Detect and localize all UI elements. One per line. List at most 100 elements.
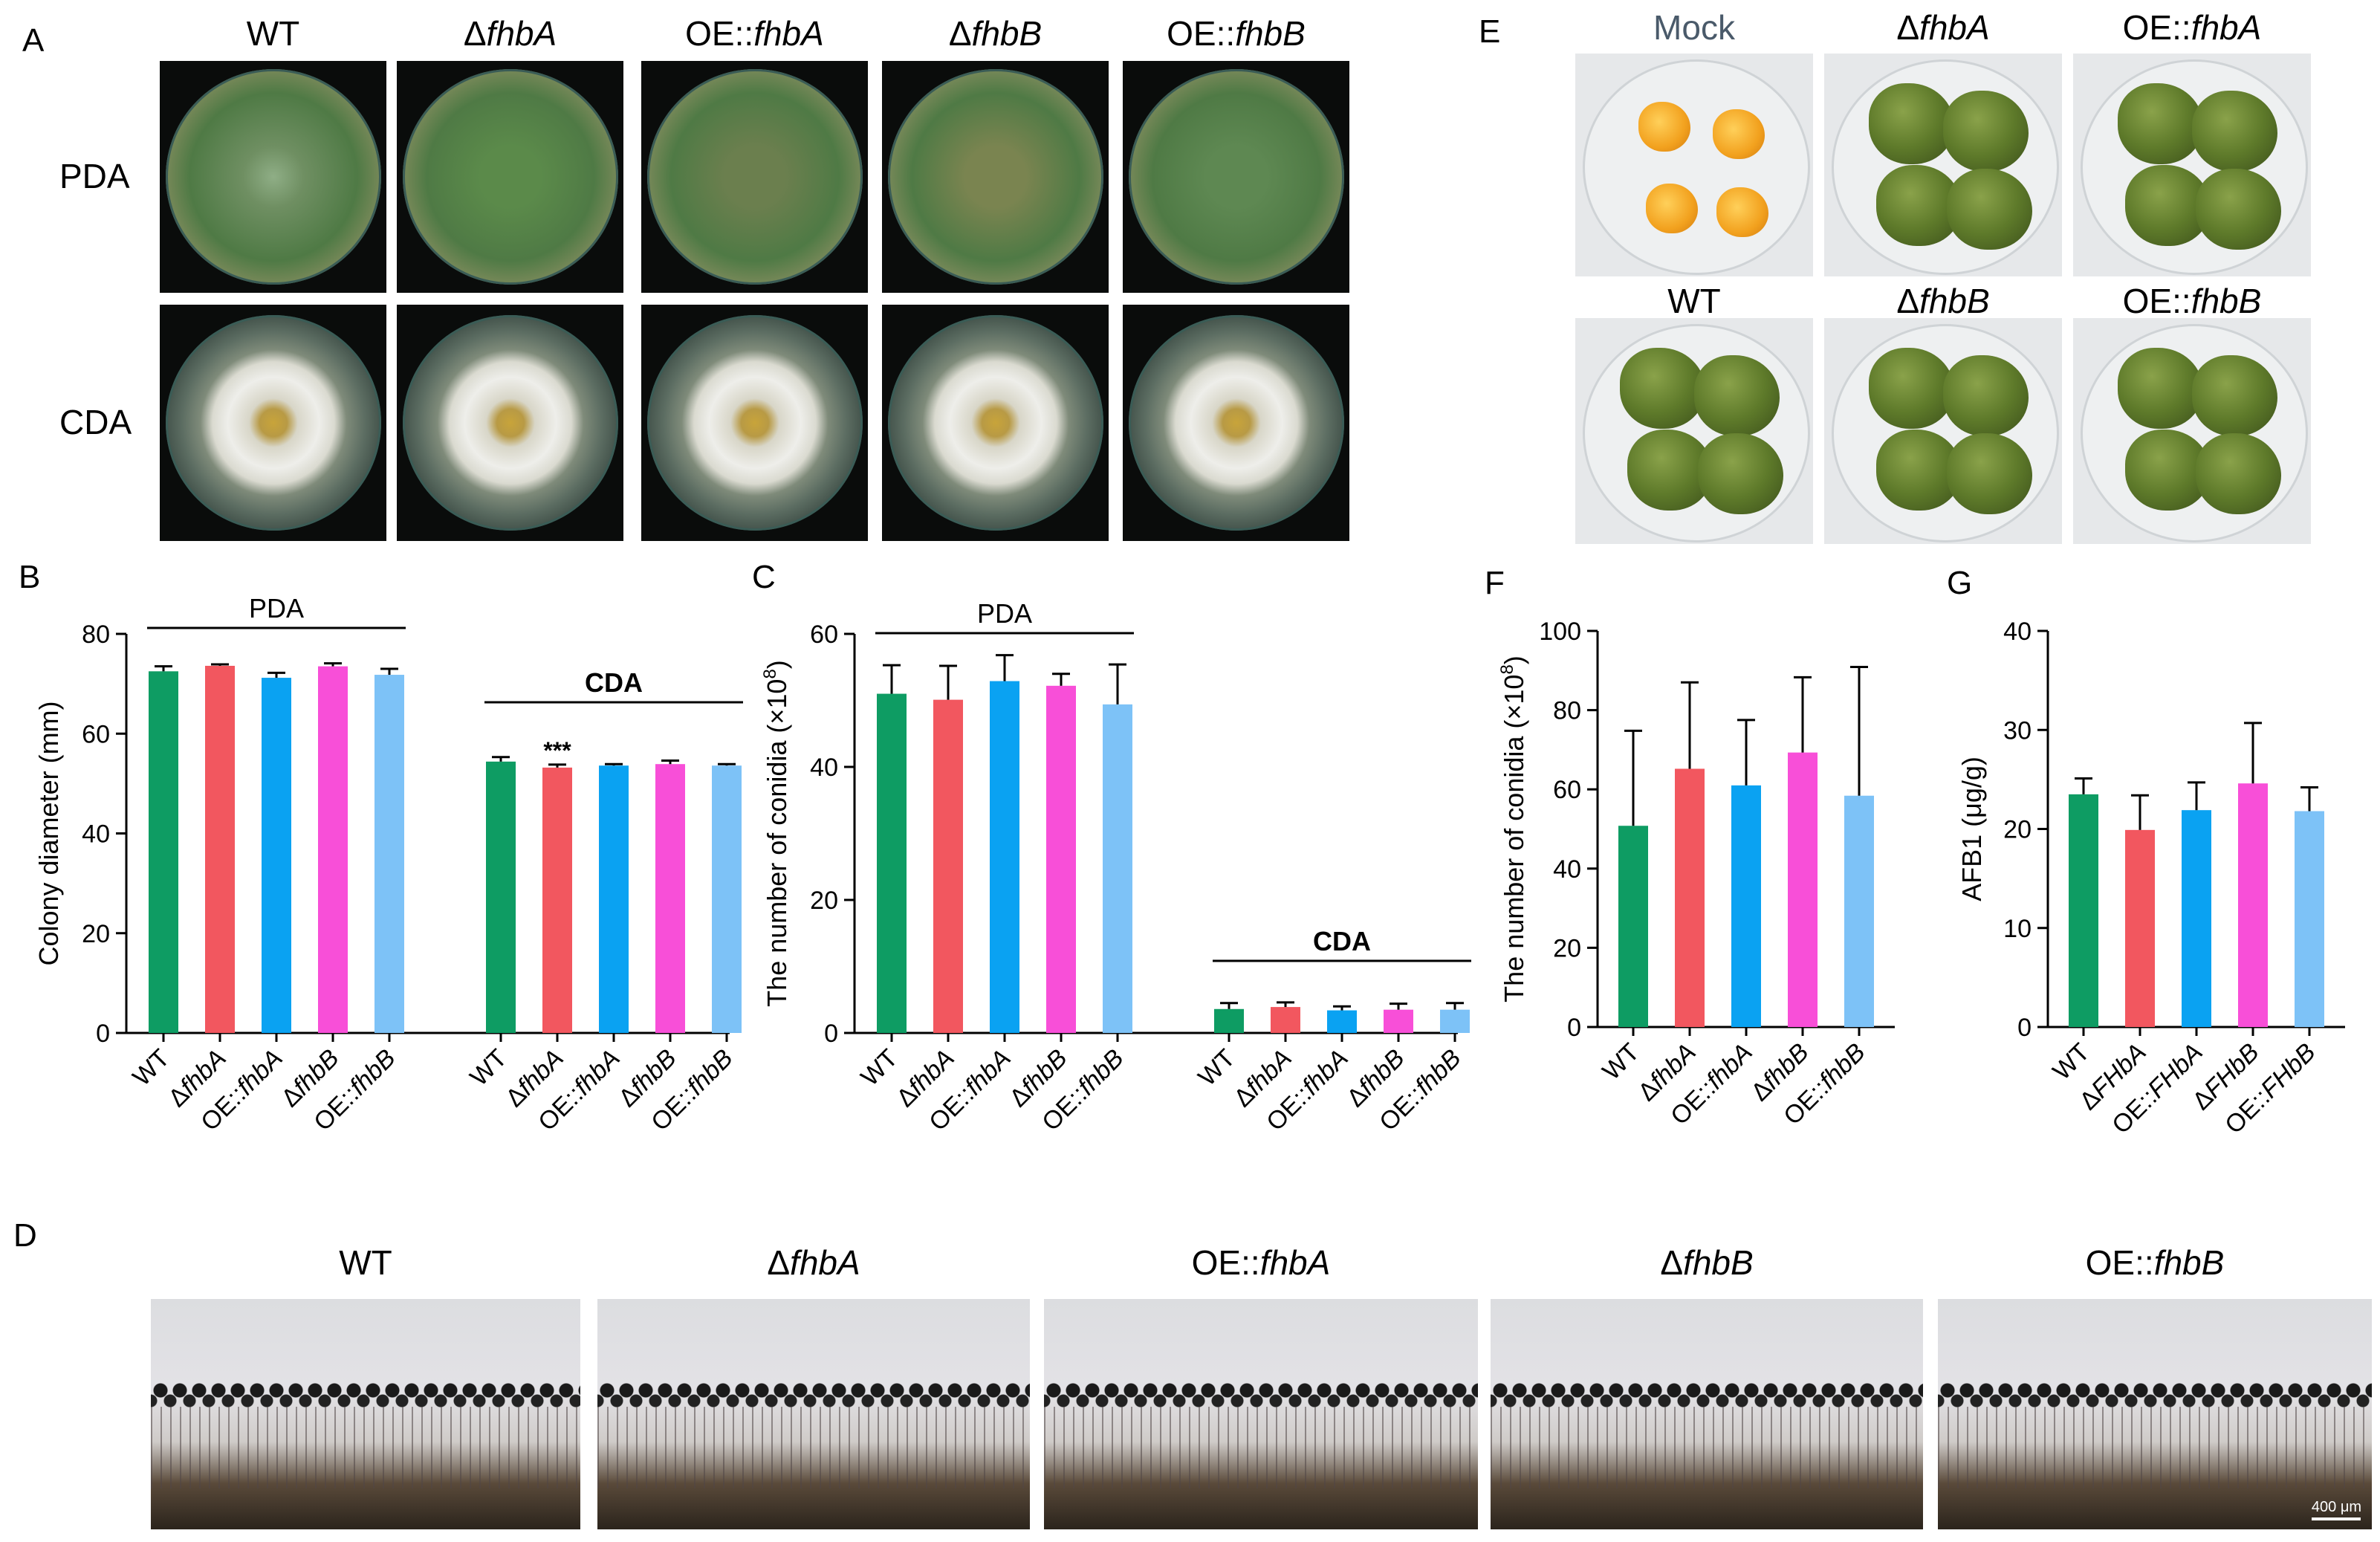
moldy-kernel xyxy=(1869,348,1954,430)
bar xyxy=(712,765,742,1033)
corn-kernel xyxy=(1713,109,1765,159)
bar xyxy=(1731,785,1761,1027)
conidiophore-stalks xyxy=(1044,1407,1478,1488)
panel-d-strain-label: ΔfhbB xyxy=(1660,1243,1754,1282)
panel-label-g: G xyxy=(1947,565,1973,601)
panel-label-b: B xyxy=(19,559,41,595)
y-tick-label: 0 xyxy=(824,1020,838,1048)
panel-label-f: F xyxy=(1485,565,1505,601)
y-tick-label: 0 xyxy=(2017,1014,2032,1042)
group-label: CDA xyxy=(1313,926,1371,956)
petri-dish-photo xyxy=(641,61,868,293)
conidiophore-micrograph xyxy=(151,1299,580,1529)
bar xyxy=(262,678,291,1033)
bar xyxy=(1788,752,1818,1027)
colony xyxy=(402,315,618,531)
x-tick-label: WT xyxy=(855,1044,903,1092)
bar xyxy=(2238,783,2268,1027)
bar xyxy=(655,764,685,1033)
panel-a-medium-label: CDA xyxy=(59,403,132,441)
conidiophore-stalks xyxy=(597,1407,1030,1488)
colony xyxy=(646,315,863,531)
petri-dish-photo xyxy=(1123,61,1349,293)
y-axis-label: Colony diameter (mm) xyxy=(33,701,64,965)
bar xyxy=(1046,685,1076,1033)
bar xyxy=(1384,1009,1413,1033)
bar xyxy=(1844,795,1874,1027)
y-tick-label: 10 xyxy=(2003,915,2032,943)
y-tick-label: 0 xyxy=(1567,1014,1581,1042)
x-tick-label: WT xyxy=(1597,1038,1644,1086)
panel-a-strain-label: ΔfhbB xyxy=(948,14,1043,53)
panel-a-medium-label: PDA xyxy=(59,157,130,195)
y-tick-label: 40 xyxy=(810,754,838,782)
panel-a-strain-label: OE::fhbA xyxy=(685,14,824,53)
corn-kernel xyxy=(1716,187,1768,237)
colony xyxy=(1128,315,1344,531)
significance-mark: *** xyxy=(543,737,571,764)
y-tick-label: 80 xyxy=(1553,697,1581,725)
panel-d-strain-label: OE::fhbB xyxy=(2085,1243,2225,1282)
panel-label-d: D xyxy=(13,1217,37,1254)
bar xyxy=(149,671,178,1033)
moldy-kernel xyxy=(1620,348,1705,430)
y-tick-label: 40 xyxy=(2003,618,2032,646)
conidial-heads xyxy=(597,1381,1030,1410)
colony xyxy=(646,69,863,285)
conidiophore-micrograph xyxy=(597,1299,1030,1529)
petri-dish-photo xyxy=(397,61,623,293)
scale-bar-label: 400 μm xyxy=(2311,1499,2361,1515)
group-label: CDA xyxy=(585,667,643,698)
colony xyxy=(887,315,1103,531)
group-label: PDA xyxy=(977,598,1032,629)
y-tick-label: 20 xyxy=(1553,934,1581,962)
moldy-kernel xyxy=(1947,169,2032,250)
bar xyxy=(318,666,348,1033)
kernel-dish-photo xyxy=(1575,54,1813,276)
panel-a-strain-label: WT xyxy=(246,14,300,53)
conidiophore-stalks xyxy=(151,1407,580,1488)
moldy-kernel xyxy=(2192,91,2277,172)
panel-label-c: C xyxy=(752,559,776,595)
moldy-kernel xyxy=(2118,348,2203,430)
moldy-kernel xyxy=(2196,433,2281,515)
y-axis-label: The number of conidia (×108) xyxy=(1497,655,1529,1002)
petri-dish-photo xyxy=(882,305,1109,541)
bar xyxy=(933,699,963,1033)
bar xyxy=(542,767,572,1033)
conidiophore-stalks xyxy=(1938,1407,2372,1488)
y-tick-label: 20 xyxy=(810,887,838,915)
bar xyxy=(1103,704,1132,1033)
y-axis-label: AFB1 (μg/g) xyxy=(1956,757,1987,901)
panel-d-strain-label: ΔfhbA xyxy=(767,1243,860,1282)
y-axis-label: The number of conidia (×108) xyxy=(760,660,792,1007)
kernel-dish-photo xyxy=(1824,318,2062,544)
moldy-kernel xyxy=(1869,83,1954,165)
y-tick-label: 0 xyxy=(96,1020,110,1048)
y-tick-label: 40 xyxy=(1553,855,1581,884)
bar xyxy=(1271,1007,1300,1033)
conidial-heads xyxy=(1491,1381,1923,1410)
petri-dish-photo xyxy=(160,61,386,293)
petri-dish-photo xyxy=(882,61,1109,293)
chart-f-conidia-kernels: 0 20 40 60 80 100 The number of conidia (×108)… xyxy=(1497,618,1895,1130)
colony xyxy=(1128,69,1344,285)
panel-d-conidiophores: WT ΔfhbA OE::fhbA ΔfhbB OE::fhbB 400 μm xyxy=(0,1219,2380,1542)
panel-e-strain-label: ΔfhbA xyxy=(1896,8,1990,47)
y-tick-label: 30 xyxy=(2003,716,2032,745)
moldy-kernel xyxy=(1698,433,1783,515)
conidiophore-micrograph xyxy=(1044,1299,1478,1529)
panel-d-strain-label: WT xyxy=(339,1243,392,1282)
petri-dish-photo xyxy=(160,305,386,541)
bar xyxy=(1675,768,1705,1027)
panel-e-strain-label: ΔfhbB xyxy=(1896,282,1990,320)
moldy-kernel xyxy=(1943,355,2029,437)
bar xyxy=(990,681,1019,1033)
bar xyxy=(1327,1010,1357,1033)
conidiophore-micrograph xyxy=(1491,1299,1923,1529)
y-tick-label: 60 xyxy=(1553,776,1581,804)
panel-e-corn-kernels: Mock ΔfhbA OE::fhbA WT ΔfhbB OE::fhbB xyxy=(1553,0,2380,550)
y-tick-label: 60 xyxy=(810,621,838,649)
